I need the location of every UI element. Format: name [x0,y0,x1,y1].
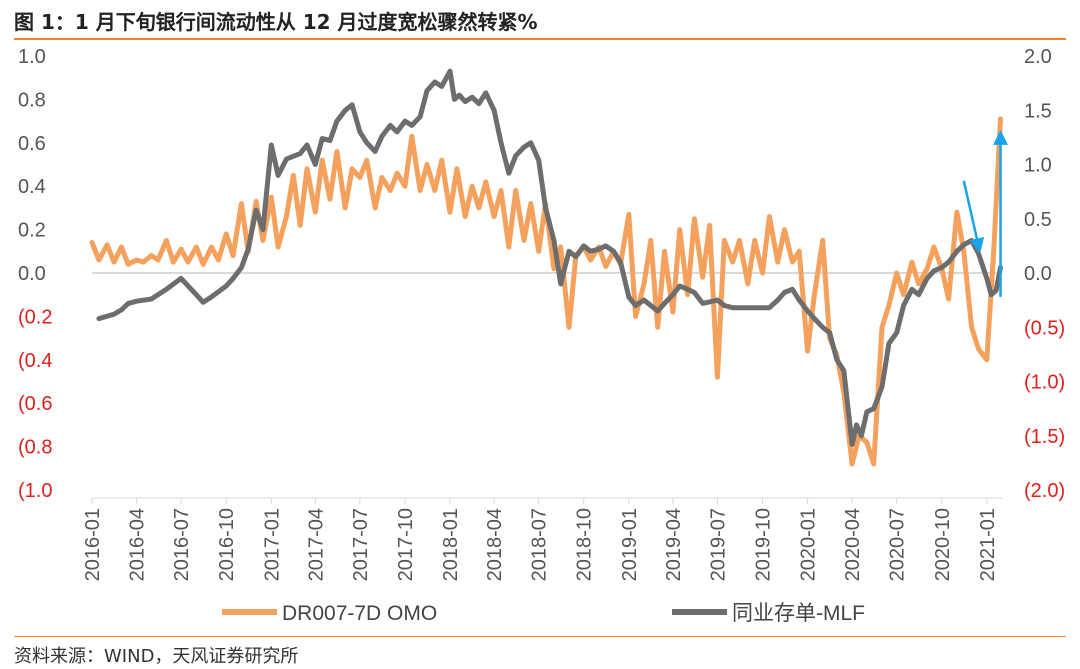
x-tick-label: 2018-01 [440,508,462,581]
y-right-tick-label: 1.0 [1024,155,1052,177]
y-left-tick-label: 0.2 [18,220,46,242]
x-tick-label: 2019-01 [619,508,641,581]
x-tick-label: 2021-01 [977,508,999,581]
source-divider [14,636,1066,637]
x-tick-label: 2018-07 [529,508,551,581]
x-tick-label: 2019-04 [663,508,685,581]
y-left-tick-label: 1.0 [18,46,46,68]
x-tick-label: 2017-01 [261,508,283,581]
legend-label: 同业存单-MLF [732,602,865,625]
y-left-tick-label: 0.6 [18,133,46,155]
y-right-tick-label: 0.5 [1024,209,1052,231]
x-tick-label: 2016-04 [127,508,149,581]
x-tick-label: 2018-04 [484,508,506,581]
y-right-tick-label: (0.5) [1024,317,1065,339]
y-right-tick-label: 0.0 [1024,263,1052,285]
x-tick-label: 2019-10 [753,508,775,581]
y-left-tick-label: 0.8 [18,89,46,111]
y-right-tick-label: 2.0 [1024,46,1052,68]
y-left-tick-label: 0.4 [18,176,46,198]
x-tick-label: 2017-10 [395,508,417,581]
y-left-tick-label: (0.4 [18,350,52,372]
y-left-tick-label: (0.8 [18,437,52,459]
x-tick-label: 2020-01 [798,508,820,581]
chart-area: 1.0 0.8 0.6 0.4 0.2 0.0 (0.2 (0.4 (0.6 (0.8 (1.0 2.… [0,0,1080,636]
x-tick-label: 2018-10 [574,508,596,581]
x-tick-label: 2016-10 [216,508,238,581]
axis-layer: 1.0 0.8 0.6 0.4 0.2 0.0 (0.2 (0.4 (0.6 (0.8 (1.0 2.… [18,46,1065,581]
source-note: 资料来源：WIND，天风证券研究所 [14,642,298,668]
y-right-tick-label: 1.5 [1024,100,1052,122]
x-tick-label: 2017-04 [305,508,327,581]
legend: DR007-7D OMO 同业存单-MLF [222,602,865,625]
annotation-arrow-down [964,181,979,246]
x-tick-label: 2020-04 [842,508,864,581]
x-tick-label: 2016-01 [82,508,104,581]
x-tick-label: 2020-07 [887,508,909,581]
x-tick-label: 2019-07 [707,508,729,581]
y-left-tick-label: (0.6 [18,393,52,415]
series-layer [92,71,1001,464]
x-tick-label: 2016-07 [171,508,193,581]
y-left-tick-label: 0.0 [18,263,46,285]
legend-label: DR007-7D OMO [282,602,437,625]
y-left-tick-label: (0.2 [18,306,52,328]
y-right-tick-label: (1.5) [1024,426,1065,448]
y-right-tick-label: (2.0) [1024,480,1065,502]
y-left-tick-label: (1.0 [18,480,52,502]
x-tick-label: 2017-07 [350,508,372,581]
x-tick-label: 2020-10 [932,508,954,581]
y-right-tick-label: (1.0) [1024,372,1065,394]
